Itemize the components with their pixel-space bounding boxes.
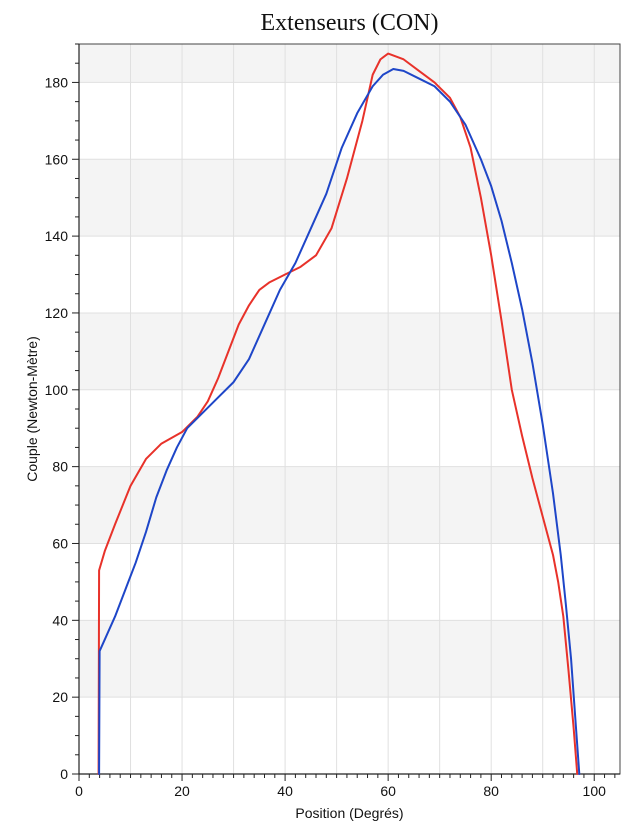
background-band xyxy=(79,313,620,390)
y-tick-label: 20 xyxy=(52,689,68,705)
y-tick-label: 80 xyxy=(52,459,68,475)
y-tick-label: 40 xyxy=(52,612,68,628)
background-band xyxy=(79,620,620,697)
y-tick-label: 60 xyxy=(52,535,68,551)
y-tick-label: 160 xyxy=(45,151,69,167)
x-axis-label: Position (Degrés) xyxy=(295,805,403,821)
x-tick-label: 0 xyxy=(75,783,83,799)
x-tick-label: 80 xyxy=(483,783,499,799)
y-tick-label: 140 xyxy=(45,228,69,244)
chart-title: Extenseurs (CON) xyxy=(261,10,439,36)
y-ticks: 0 20 40 60 80 100 120 140 160 180 xyxy=(45,44,79,782)
y-tick-label: 0 xyxy=(60,766,68,782)
y-tick-label: 180 xyxy=(45,74,69,90)
x-tick-label: 60 xyxy=(380,783,396,799)
x-ticks: 0 20 40 60 80 100 xyxy=(75,774,615,799)
y-tick-label: 120 xyxy=(45,305,69,321)
x-tick-label: 20 xyxy=(174,783,190,799)
background-band xyxy=(79,44,620,82)
background-bands xyxy=(79,44,620,697)
x-tick-label: 100 xyxy=(583,783,607,799)
y-tick-label: 100 xyxy=(45,382,69,398)
x-tick-label: 40 xyxy=(277,783,293,799)
y-axis-label: Couple (Newton-Mètre) xyxy=(24,336,40,482)
